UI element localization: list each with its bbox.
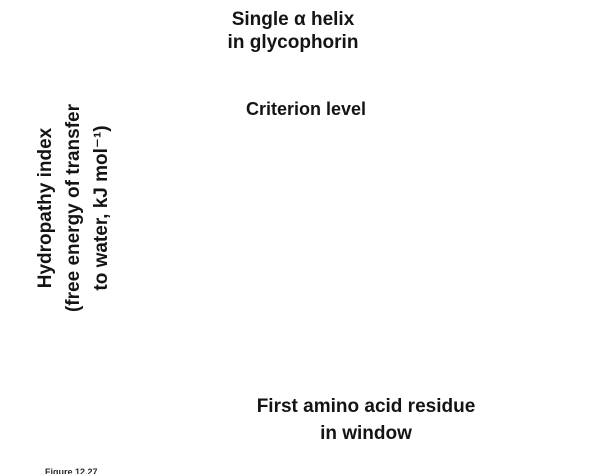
y-axis-label-line3: to water, kJ mol⁻¹) (91, 125, 112, 291)
criterion-level-label: Criterion level (245, 99, 367, 119)
annotation-line2: in glycophorin (227, 32, 359, 53)
annotation-line1: Single α helix (231, 9, 355, 30)
y-axis-label-line2: (free energy of transfer (63, 104, 84, 313)
figure-caption: Figure 12.27 (45, 467, 98, 474)
x-axis-label: First amino acid residue in window (246, 393, 486, 447)
y-axis-label-line1: Hydropathy index (35, 127, 56, 289)
annotation-text: Single α helix in glycophorin (205, 8, 381, 54)
y-axis-label: Hydropathy index (free energy of transfe… (32, 68, 116, 348)
x-axis-label-line2: in window (320, 423, 412, 444)
x-axis-label-line1: First amino acid residue (256, 396, 476, 417)
